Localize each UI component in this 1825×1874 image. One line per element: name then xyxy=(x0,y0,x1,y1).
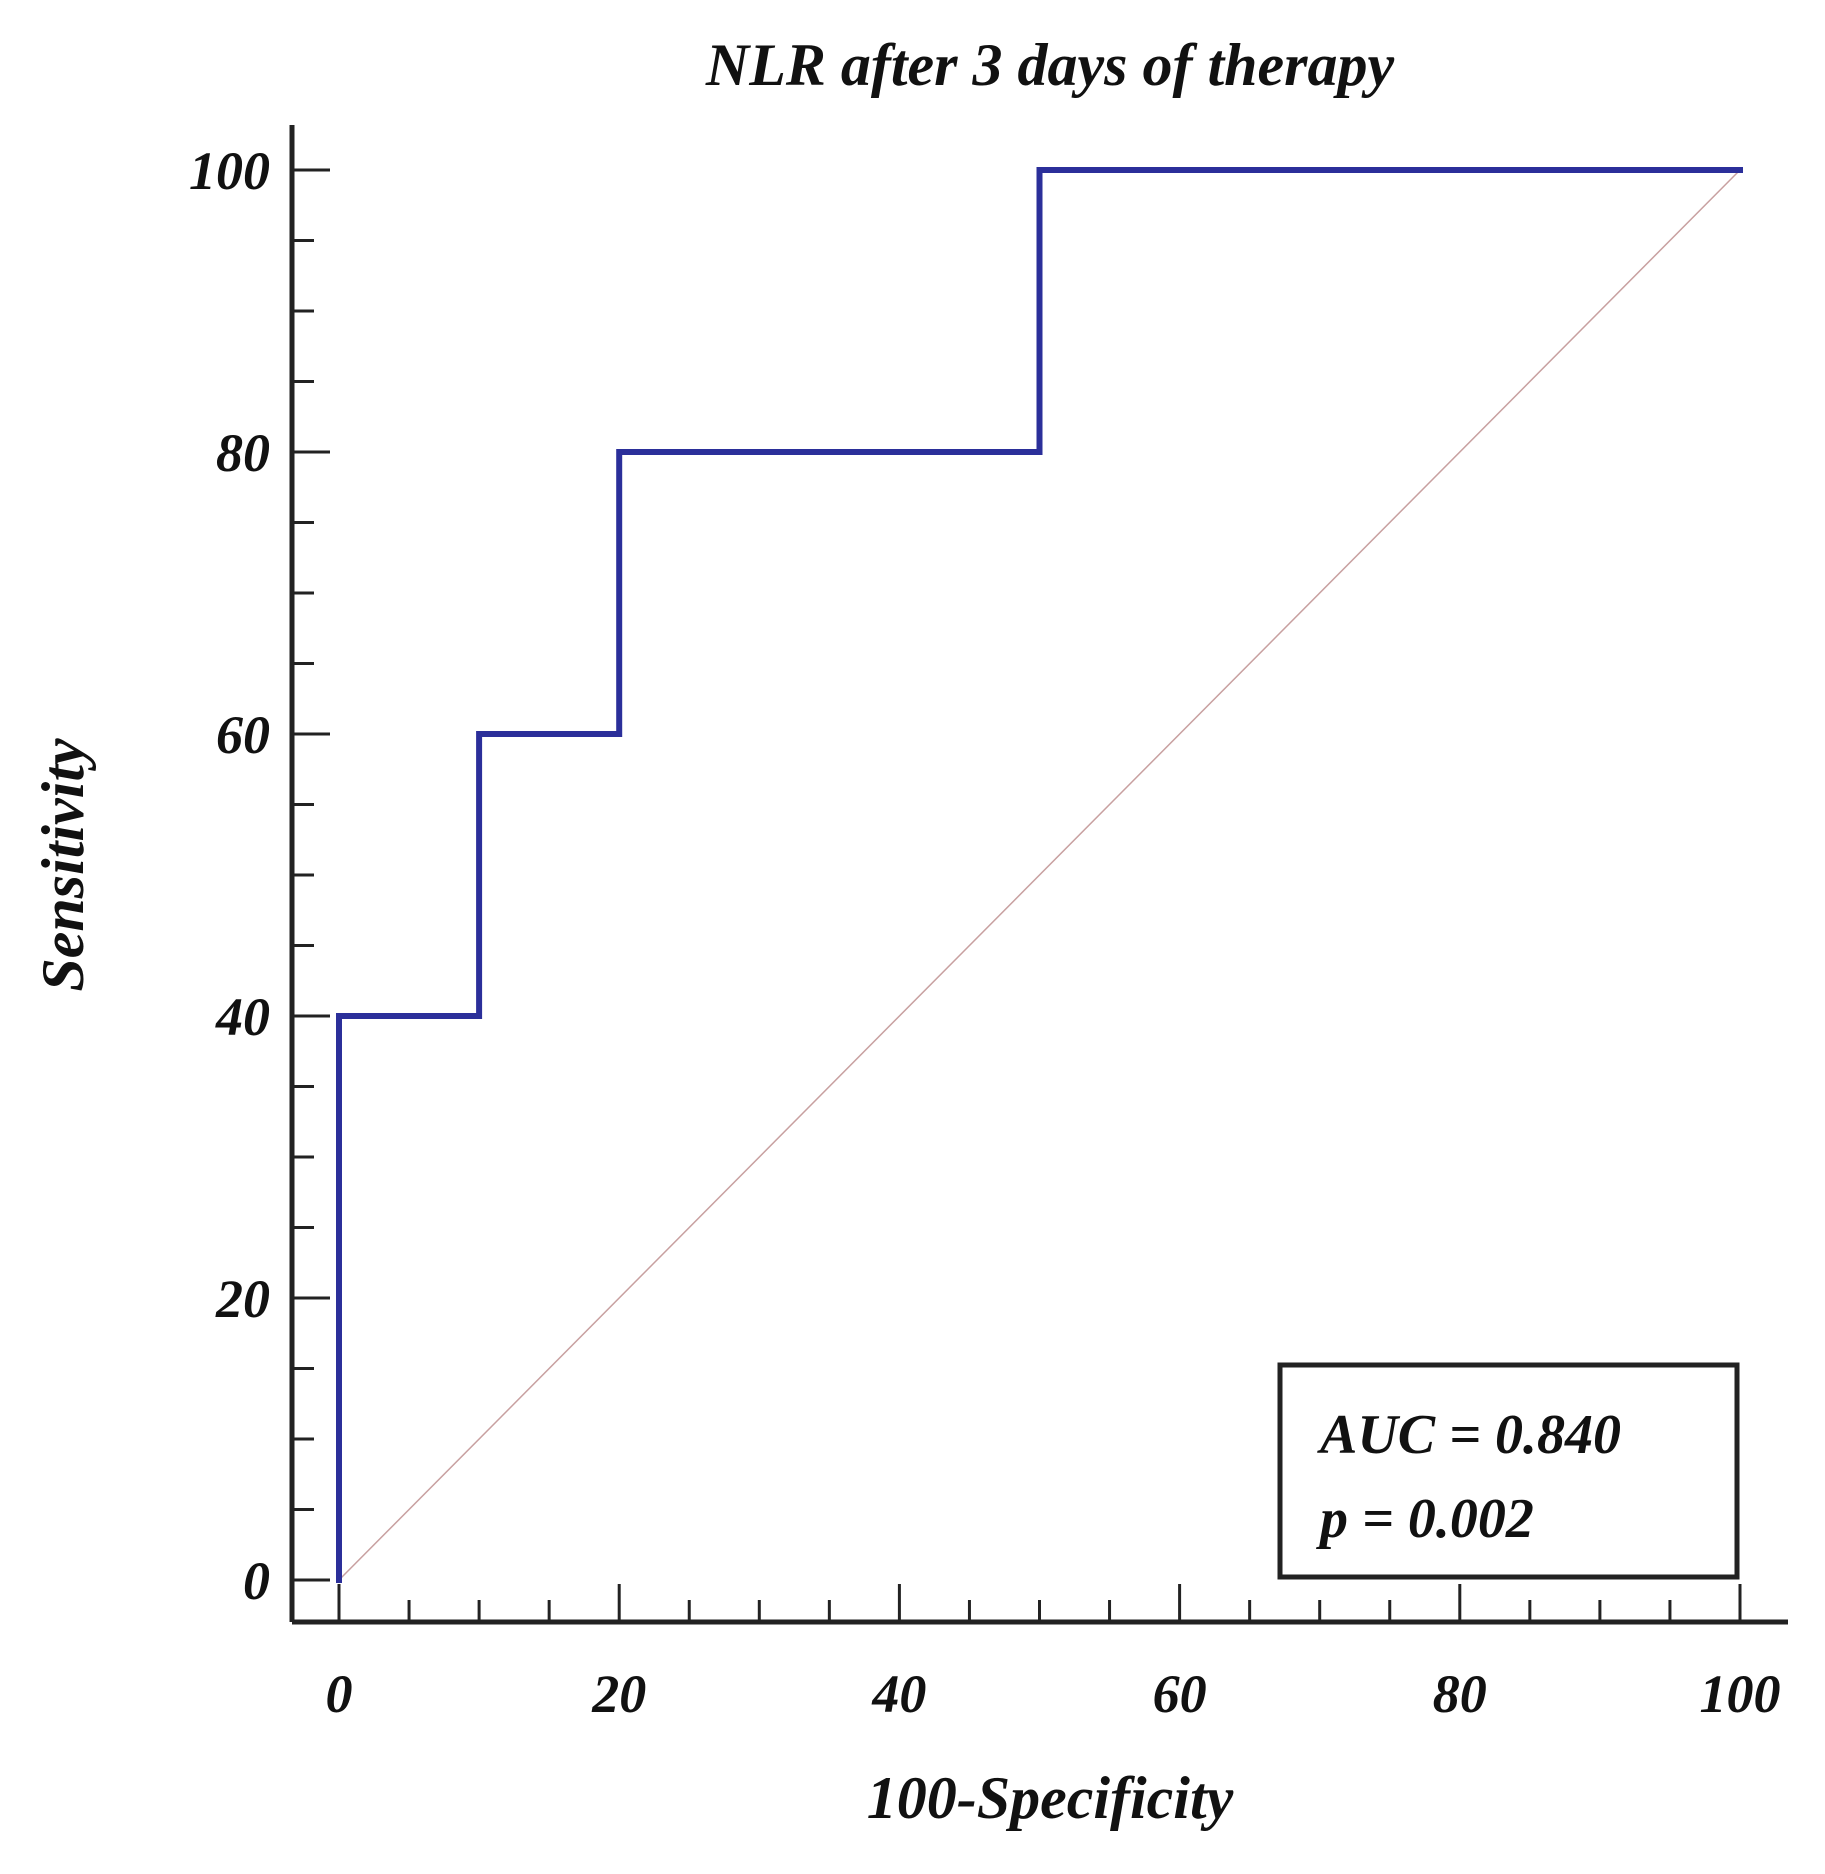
x-tick-label-40: 40 xyxy=(871,1664,926,1724)
y-axis-title: Sensitivity xyxy=(30,738,96,992)
auc-annotation: AUC = 0.840 p = 0.002 xyxy=(1277,1362,1740,1580)
y-tick-label-80: 80 xyxy=(216,423,270,483)
y-tick-label-60: 60 xyxy=(216,705,270,765)
x-tick-label-80: 80 xyxy=(1433,1664,1487,1724)
roc-curve xyxy=(336,167,1743,1583)
annotation-border xyxy=(1277,1362,1740,1580)
x-tick-label-0: 0 xyxy=(326,1664,353,1724)
axis-tick-labels: 0 20 40 60 80 100 0 20 40 60 80 100 xyxy=(189,141,1781,1724)
reference-line xyxy=(338,169,1741,1581)
x-tick-label-60: 60 xyxy=(1153,1664,1207,1724)
auc-value: AUC = 0.840 xyxy=(1317,1404,1621,1466)
x-axis-title: 100-Specificity xyxy=(867,1765,1234,1831)
x-tick-label-100: 100 xyxy=(1700,1664,1781,1724)
x-tick-label-20: 20 xyxy=(591,1664,646,1724)
y-tick-label-40: 40 xyxy=(215,987,270,1047)
chart-title: NLR after 3 days of therapy xyxy=(705,32,1395,98)
p-value: p = 0.002 xyxy=(1316,1488,1534,1550)
axis-ticks xyxy=(292,168,1742,1622)
y-tick-label-0: 0 xyxy=(243,1551,270,1611)
y-tick-label-100: 100 xyxy=(189,141,270,201)
y-tick-label-20: 20 xyxy=(215,1269,270,1329)
